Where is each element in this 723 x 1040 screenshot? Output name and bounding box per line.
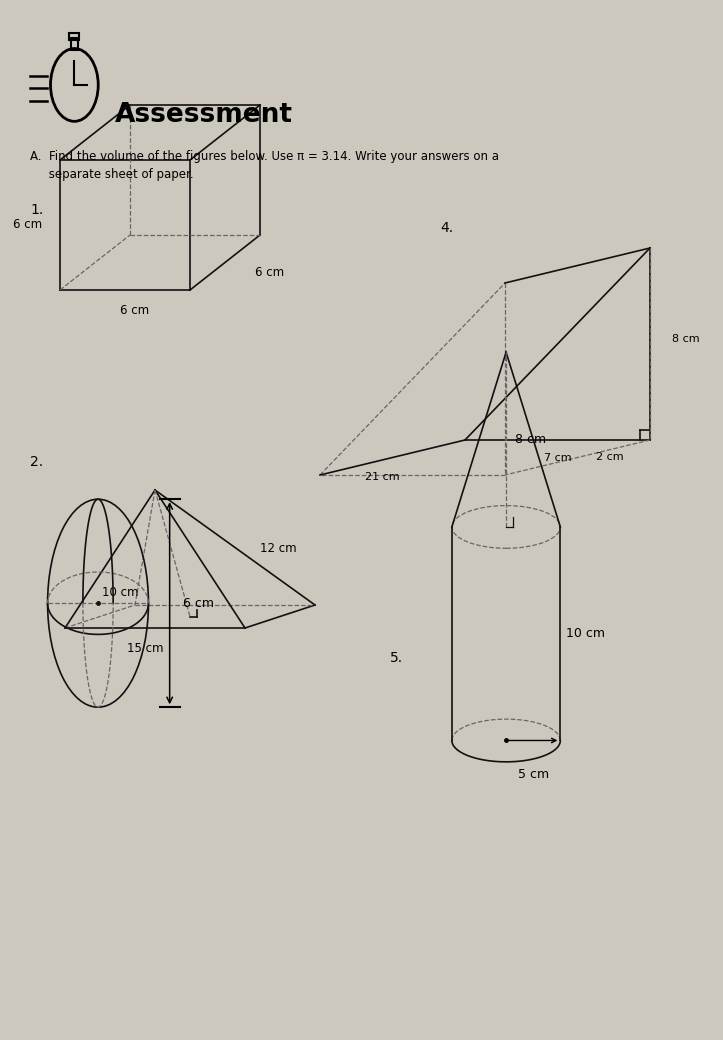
Text: 8 cm: 8 cm: [672, 334, 700, 344]
Text: 2.: 2.: [30, 456, 43, 469]
Text: 5.: 5.: [390, 651, 403, 665]
Bar: [71, 38, 78, 50]
Text: 21 cm: 21 cm: [365, 472, 400, 483]
Text: 6 cm: 6 cm: [183, 597, 214, 609]
Text: 6 cm: 6 cm: [121, 304, 150, 316]
Text: 2 cm: 2 cm: [596, 452, 623, 463]
Text: 12 cm: 12 cm: [260, 542, 296, 554]
Text: 6 cm: 6 cm: [255, 266, 284, 279]
Text: 10 cm: 10 cm: [101, 586, 138, 598]
Text: separate sheet of paper.: separate sheet of paper.: [30, 168, 194, 181]
Text: Assessment: Assessment: [115, 102, 293, 128]
Text: 1.: 1.: [30, 203, 43, 217]
Text: A.  Find the volume of the figures below. Use π = 3.14. Write your answers on a: A. Find the volume of the figures below.…: [30, 150, 499, 163]
Text: 5 cm: 5 cm: [518, 768, 549, 781]
Text: 6 cm: 6 cm: [13, 218, 42, 232]
Text: 8 cm: 8 cm: [515, 433, 546, 446]
Text: 4.: 4.: [440, 220, 453, 235]
Text: 7 cm: 7 cm: [544, 453, 571, 463]
Text: 15 cm: 15 cm: [127, 642, 163, 654]
Text: 10 cm: 10 cm: [566, 627, 605, 641]
Bar: [69, 33, 80, 40]
